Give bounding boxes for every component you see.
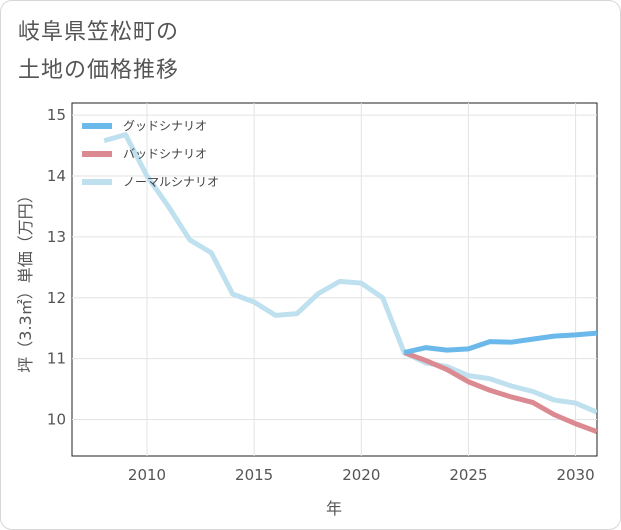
legend-label-1: バッドシナリオ (123, 147, 207, 161)
y-tick-label: 13 (47, 228, 66, 246)
legend-label-0: グッドシナリオ (123, 119, 207, 133)
x-tick-label: 2020 (342, 466, 380, 484)
x-tick-label: 2010 (128, 466, 166, 484)
x-tick-label: 2030 (556, 466, 594, 484)
page-title: 岐阜県笠松町の 土地の価格推移 (18, 14, 179, 90)
y-tick-label: 10 (47, 410, 66, 428)
x-tick-label: 2015 (235, 466, 273, 484)
series-line-1 (403, 350, 597, 435)
series-layer (103, 132, 597, 435)
y-tick-label: 15 (47, 106, 66, 124)
tick-layer: 2010 2015 2020 2025 2030 10 11 12 13 14 15 (47, 106, 595, 484)
y-tick-label: 11 (47, 350, 66, 368)
title-line-2: 土地の価格推移 (18, 58, 180, 83)
legend-label-2: ノーマルシナリオ (123, 175, 219, 189)
title-line-1: 岐阜県笠松町の (18, 20, 180, 45)
y-tick-label: 12 (47, 289, 66, 307)
x-tick-label: 2025 (449, 466, 487, 484)
y-tick-label: 14 (47, 167, 66, 185)
grid-layer (72, 103, 597, 456)
series-line-2 (103, 132, 597, 415)
series-line-0 (403, 330, 597, 355)
x-axis-title: 年 (326, 499, 342, 518)
y-axis-title: 坪（3.3㎡）単価（万円） (16, 187, 35, 372)
